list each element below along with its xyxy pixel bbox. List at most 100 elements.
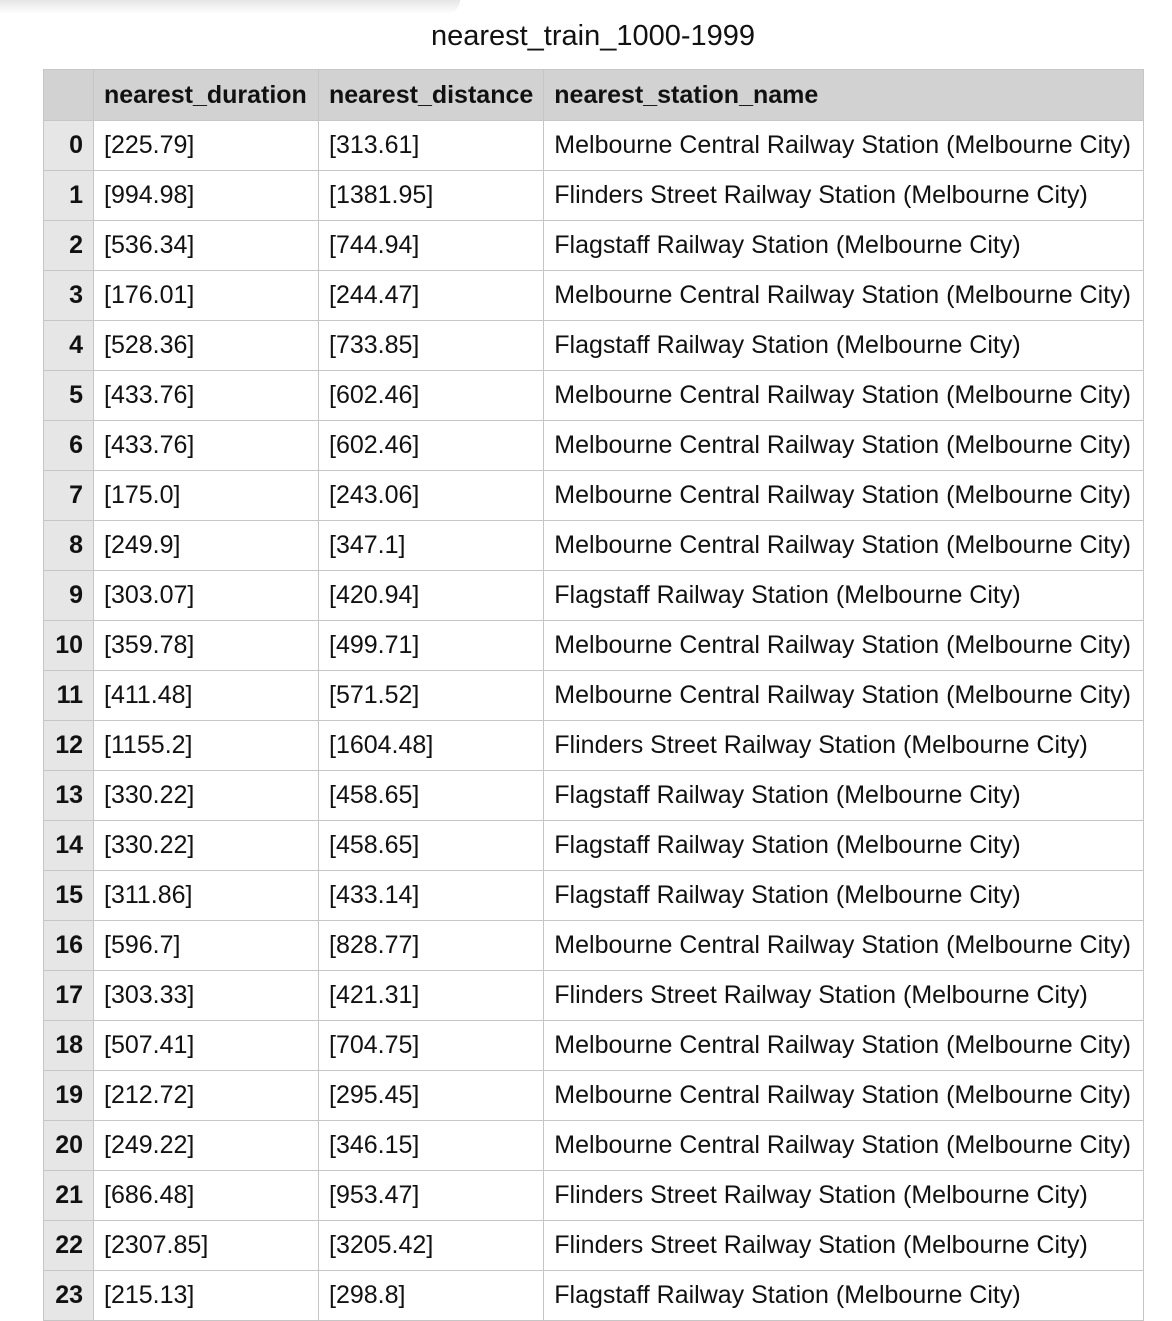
cell-nearest-duration[interactable]: [330.22] — [93, 770, 319, 821]
cell-nearest-station-name[interactable]: Flinders Street Railway Station (Melbour… — [543, 970, 1145, 1021]
table-row[interactable]: 17 [303.33] [421.31] Flinders Street Railwa… — [43, 970, 1145, 1021]
table-row[interactable]: 2 [536.34] [744.94] Flagstaff Railway Stati… — [43, 220, 1145, 271]
row-index[interactable]: 12 — [43, 720, 94, 771]
cell-nearest-distance[interactable]: [571.52] — [317, 670, 545, 721]
cell-nearest-duration[interactable]: [507.41] — [93, 1020, 319, 1071]
cell-nearest-duration[interactable]: [433.76] — [93, 420, 319, 471]
cell-nearest-station-name[interactable]: Melbourne Central Railway Station (Melbo… — [543, 1020, 1145, 1071]
table-row[interactable]: 22 [2307.85] [3205.42] Flinders Street Rail… — [43, 1220, 1145, 1271]
cell-nearest-station-name[interactable]: Flagstaff Railway Station (Melbourne Cit… — [543, 870, 1145, 921]
cell-nearest-duration[interactable]: [1155.2] — [93, 720, 319, 771]
cell-nearest-duration[interactable]: [994.98] — [93, 170, 319, 221]
cell-nearest-duration[interactable]: [330.22] — [93, 820, 319, 871]
cell-nearest-station-name[interactable]: Melbourne Central Railway Station (Melbo… — [543, 420, 1145, 471]
row-index[interactable]: 0 — [43, 120, 94, 171]
cell-nearest-distance[interactable]: [953.47] — [317, 1170, 545, 1221]
row-index[interactable]: 5 — [43, 370, 94, 421]
cell-nearest-station-name[interactable]: Flinders Street Railway Station (Melbour… — [543, 720, 1145, 771]
cell-nearest-duration[interactable]: [249.9] — [93, 520, 319, 571]
cell-nearest-duration[interactable]: [175.0] — [93, 470, 319, 521]
cell-nearest-distance[interactable]: [1381.95] — [317, 170, 545, 221]
cell-nearest-station-name[interactable]: Flagstaff Railway Station (Melbourne Cit… — [543, 570, 1145, 621]
table-row[interactable]: 14 [330.22] [458.65] Flagstaff Railway Stat… — [43, 820, 1145, 871]
row-index[interactable]: 9 — [43, 570, 94, 621]
column-header-nearest-station-name[interactable]: nearest_station_name — [543, 69, 1145, 121]
cell-nearest-distance[interactable]: [421.31] — [317, 970, 545, 1021]
cell-nearest-station-name[interactable]: Melbourne Central Railway Station (Melbo… — [543, 620, 1145, 671]
cell-nearest-station-name[interactable]: Flagstaff Railway Station (Melbourne Cit… — [543, 820, 1145, 871]
table-row[interactable]: 16 [596.7] [828.77] Melbourne Central Railw… — [43, 920, 1145, 971]
cell-nearest-duration[interactable]: [411.48] — [93, 670, 319, 721]
cell-nearest-station-name[interactable]: Melbourne Central Railway Station (Melbo… — [543, 520, 1145, 571]
cell-nearest-station-name[interactable]: Flinders Street Railway Station (Melbour… — [543, 1220, 1145, 1271]
table-row[interactable]: 11 [411.48] [571.52] Melbourne Central Rail… — [43, 670, 1145, 721]
row-index[interactable]: 21 — [43, 1170, 94, 1221]
cell-nearest-station-name[interactable]: Flinders Street Railway Station (Melbour… — [543, 1170, 1145, 1221]
cell-nearest-duration[interactable]: [225.79] — [93, 120, 319, 171]
row-index[interactable]: 7 — [43, 470, 94, 521]
cell-nearest-station-name[interactable]: Melbourne Central Railway Station (Melbo… — [543, 370, 1145, 421]
table-row[interactable]: 9 [303.07] [420.94] Flagstaff Railway Stati… — [43, 570, 1145, 621]
cell-nearest-station-name[interactable]: Flagstaff Railway Station (Melbourne Cit… — [543, 320, 1145, 371]
cell-nearest-distance[interactable]: [733.85] — [317, 320, 545, 371]
cell-nearest-station-name[interactable]: Flinders Street Railway Station (Melbour… — [543, 170, 1145, 221]
table-row[interactable]: 3 [176.01] [244.47] Melbourne Central Railw… — [43, 270, 1145, 321]
cell-nearest-distance[interactable]: [458.65] — [317, 820, 545, 871]
cell-nearest-duration[interactable]: [686.48] — [93, 1170, 319, 1221]
table-row[interactable]: 18 [507.41] [704.75] Melbourne Central Rail… — [43, 1020, 1145, 1071]
cell-nearest-distance[interactable]: [3205.42] — [317, 1220, 545, 1271]
row-index[interactable]: 11 — [43, 670, 94, 721]
row-index[interactable]: 15 — [43, 870, 94, 921]
row-index[interactable]: 19 — [43, 1070, 94, 1121]
cell-nearest-duration[interactable]: [176.01] — [93, 270, 319, 321]
column-header-nearest-duration[interactable]: nearest_duration — [93, 69, 319, 121]
cell-nearest-duration[interactable]: [528.36] — [93, 320, 319, 371]
cell-nearest-duration[interactable]: [433.76] — [93, 370, 319, 421]
cell-nearest-station-name[interactable]: Melbourne Central Railway Station (Melbo… — [543, 270, 1145, 321]
row-index[interactable]: 23 — [43, 1270, 94, 1321]
cell-nearest-duration[interactable]: [536.34] — [93, 220, 319, 271]
table-row[interactable]: 7 [175.0] [243.06] Melbourne Central Railwa… — [43, 470, 1145, 521]
row-index[interactable]: 4 — [43, 320, 94, 371]
table-row[interactable]: 13 [330.22] [458.65] Flagstaff Railway Stat… — [43, 770, 1145, 821]
table-row[interactable]: 21 [686.48] [953.47] Flinders Street Railwa… — [43, 1170, 1145, 1221]
cell-nearest-distance[interactable]: [243.06] — [317, 470, 545, 521]
cell-nearest-distance[interactable]: [1604.48] — [317, 720, 545, 771]
cell-nearest-station-name[interactable]: Melbourne Central Railway Station (Melbo… — [543, 470, 1145, 521]
cell-nearest-distance[interactable]: [347.1] — [317, 520, 545, 571]
cell-nearest-duration[interactable]: [311.86] — [93, 870, 319, 921]
cell-nearest-distance[interactable]: [458.65] — [317, 770, 545, 821]
cell-nearest-distance[interactable]: [602.46] — [317, 370, 545, 421]
cell-nearest-station-name[interactable]: Flagstaff Railway Station (Melbourne Cit… — [543, 220, 1145, 271]
table-row[interactable]: 12 [1155.2] [1604.48] Flinders Street Railw… — [43, 720, 1145, 771]
cell-nearest-duration[interactable]: [596.7] — [93, 920, 319, 971]
table-row[interactable]: 5 [433.76] [602.46] Melbourne Central Railw… — [43, 370, 1145, 421]
table-row[interactable]: 19 [212.72] [295.45] Melbourne Central Rail… — [43, 1070, 1145, 1121]
row-index[interactable]: 13 — [43, 770, 94, 821]
cell-nearest-distance[interactable]: [828.77] — [317, 920, 545, 971]
cell-nearest-distance[interactable]: [704.75] — [317, 1020, 545, 1071]
row-index[interactable]: 10 — [43, 620, 94, 671]
cell-nearest-station-name[interactable]: Flagstaff Railway Station (Melbourne Cit… — [543, 1270, 1145, 1321]
table-row[interactable]: 20 [249.22] [346.15] Melbourne Central Rail… — [43, 1120, 1145, 1171]
cell-nearest-station-name[interactable]: Melbourne Central Railway Station (Melbo… — [543, 920, 1145, 971]
column-header-nearest-distance[interactable]: nearest_distance — [317, 69, 545, 121]
cell-nearest-station-name[interactable]: Melbourne Central Railway Station (Melbo… — [543, 120, 1145, 171]
cell-nearest-station-name[interactable]: Melbourne Central Railway Station (Melbo… — [543, 670, 1145, 721]
row-index[interactable]: 8 — [43, 520, 94, 571]
table-row[interactable]: 6 [433.76] [602.46] Melbourne Central Railw… — [43, 420, 1145, 471]
table-row[interactable]: 15 [311.86] [433.14] Flagstaff Railway Stat… — [43, 870, 1145, 921]
cell-nearest-duration[interactable]: [303.33] — [93, 970, 319, 1021]
row-index[interactable]: 18 — [43, 1020, 94, 1071]
row-index[interactable]: 2 — [43, 220, 94, 271]
cell-nearest-station-name[interactable]: Flagstaff Railway Station (Melbourne Cit… — [543, 770, 1145, 821]
cell-nearest-duration[interactable]: [212.72] — [93, 1070, 319, 1121]
cell-nearest-distance[interactable]: [744.94] — [317, 220, 545, 271]
row-index[interactable]: 16 — [43, 920, 94, 971]
cell-nearest-distance[interactable]: [313.61] — [317, 120, 545, 171]
row-index[interactable]: 3 — [43, 270, 94, 321]
cell-nearest-station-name[interactable]: Melbourne Central Railway Station (Melbo… — [543, 1120, 1145, 1171]
cell-nearest-distance[interactable]: [602.46] — [317, 420, 545, 471]
cell-nearest-duration[interactable]: [303.07] — [93, 570, 319, 621]
cell-nearest-distance[interactable]: [346.15] — [317, 1120, 545, 1171]
